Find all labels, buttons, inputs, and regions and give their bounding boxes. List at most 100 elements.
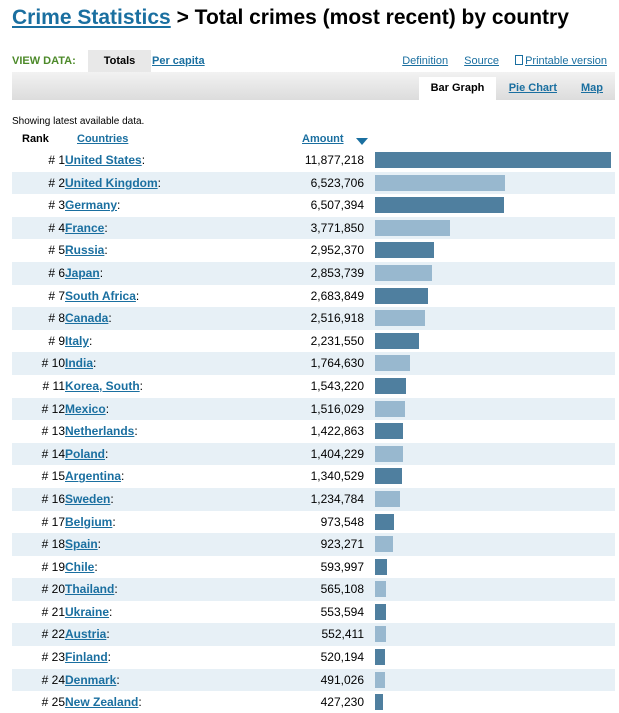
rank-cell: # 5 (48, 243, 65, 258)
amount-cell: 491,026 (320, 672, 364, 687)
printer-icon[interactable] (515, 55, 524, 65)
country-link[interactable]: Korea, South (65, 378, 140, 393)
value-bar (375, 513, 394, 530)
value-bar (375, 332, 419, 349)
rank-cell: # 16 (41, 491, 65, 506)
amount-cell: 520,194 (320, 650, 364, 665)
country-link[interactable]: Canada (65, 311, 109, 326)
table-row: # 8 Canada: 2,516,918 (12, 307, 615, 330)
amount-cell: 1,422,863 (310, 424, 364, 439)
value-bar (375, 694, 383, 711)
amount-cell: 1,340,529 (310, 469, 364, 484)
rank-cell: # 12 (41, 401, 65, 416)
table-row: # 16 Sweden: 1,234,784 (12, 487, 615, 511)
table-row: # 19 Chile: 593,997 (12, 556, 615, 579)
tab-per-capita[interactable]: Per capita (152, 55, 205, 67)
table-row: # 15 Argentina: 1,340,529 (12, 465, 615, 488)
country-link[interactable]: Spain (65, 537, 98, 552)
country-link[interactable]: India (65, 356, 94, 371)
rank-cell: # 25 (41, 695, 65, 710)
amount-cell: 11,877,218 (304, 153, 364, 167)
country-link[interactable]: Ukraine (65, 604, 110, 619)
country-link[interactable]: Austria (65, 627, 107, 642)
table-row: # 9 Italy: 2,231,550 (12, 330, 615, 353)
value-bar (375, 536, 393, 553)
table-row: # 22 Austria: 552,411 (12, 623, 615, 647)
country-cell: Mexico: (65, 401, 110, 416)
value-bar (375, 219, 450, 236)
country-link[interactable]: United States (65, 153, 142, 167)
country-cell: Argentina: (65, 469, 125, 484)
table-row: # 13 Netherlands: 1,422,863 (12, 420, 615, 443)
country-cell: Thailand: (65, 582, 118, 597)
value-bar (375, 197, 504, 214)
country-link[interactable]: Germany (65, 198, 118, 213)
rank-cell: # 2 (48, 175, 65, 190)
country-cell: Sweden: (65, 491, 114, 506)
country-link[interactable]: United Kingdom (65, 175, 158, 190)
table-row: # 10 India: 1,764,630 (12, 352, 615, 375)
value-bar (375, 400, 405, 417)
country-cell: Ukraine: (65, 604, 113, 619)
rank-cell: # 4 (48, 220, 65, 235)
value-bar (375, 671, 385, 688)
crime-statistics-link[interactable]: Crime Statistics (12, 6, 171, 29)
value-bar (375, 490, 400, 507)
country-link[interactable]: Finland (65, 650, 108, 665)
country-cell: Korea, South: (65, 378, 144, 393)
amount-cell: 2,231,550 (310, 333, 364, 348)
country-link[interactable]: South Africa (65, 288, 136, 303)
country-link[interactable]: New Zealand (65, 695, 139, 710)
table-row: # 7 South Africa: 2,683,849 (12, 285, 615, 308)
sort-desc-icon[interactable] (356, 138, 368, 145)
country-link[interactable]: Chile (65, 559, 95, 574)
printable-version-link[interactable]: Printable version (525, 55, 607, 67)
amount-header[interactable]: Amount (302, 133, 344, 145)
country-cell: Japan: (65, 265, 104, 280)
country-link[interactable]: Italy (65, 333, 90, 348)
source-link[interactable]: Source (464, 55, 499, 67)
country-cell: France: (65, 220, 108, 235)
value-bar (375, 649, 385, 666)
country-cell: Spain: (65, 537, 102, 552)
amount-cell: 1,764,630 (310, 356, 364, 371)
country-cell: New Zealand: (65, 695, 142, 710)
tab-pie-chart[interactable]: Pie Chart (508, 82, 557, 94)
country-link[interactable]: Thailand (65, 582, 115, 597)
table-row: # 17 Belgium: 973,548 (12, 511, 615, 534)
rank-cell: # 9 (48, 333, 65, 348)
value-bar (375, 581, 386, 598)
table-row: # 24 Denmark: 491,026 (12, 668, 615, 692)
country-link[interactable]: Poland (65, 446, 106, 461)
country-link[interactable]: Belgium (65, 514, 113, 529)
country-link[interactable]: France (65, 220, 105, 235)
data-note: Showing latest available data. (12, 116, 145, 127)
country-link[interactable]: Denmark (65, 672, 117, 687)
page-title: Crime Statistics > Total crimes (most re… (12, 6, 569, 30)
table-row: # 6 Japan: 2,853,739 (12, 261, 615, 285)
amount-cell: 1,543,220 (310, 378, 364, 393)
amount-cell: 427,230 (320, 695, 364, 710)
countries-header[interactable]: Countries (77, 133, 129, 145)
country-link[interactable]: Sweden (65, 491, 111, 506)
country-link[interactable]: Netherlands (65, 424, 135, 439)
country-link[interactable]: Russia (65, 243, 105, 258)
tab-bar-graph[interactable]: Bar Graph (419, 77, 496, 100)
amount-cell: 1,234,784 (310, 491, 364, 506)
rank-cell: # 22 (41, 627, 65, 642)
country-cell: Russia: (65, 243, 108, 258)
amount-cell: 2,952,370 (310, 243, 364, 258)
title-separator: > (170, 6, 195, 29)
value-bar (375, 152, 611, 168)
amount-cell: 923,271 (320, 537, 364, 552)
tab-totals[interactable]: Totals (88, 50, 151, 72)
country-cell: Chile: (65, 559, 98, 574)
tab-map[interactable]: Map (581, 82, 603, 94)
country-link[interactable]: Japan (65, 265, 100, 280)
country-cell: Canada: (65, 311, 112, 326)
country-link[interactable]: Argentina (65, 469, 122, 484)
country-cell: India: (65, 356, 97, 371)
definition-link[interactable]: Definition (402, 55, 449, 67)
country-link[interactable]: Mexico (65, 401, 106, 416)
amount-cell: 3,771,850 (310, 220, 364, 235)
